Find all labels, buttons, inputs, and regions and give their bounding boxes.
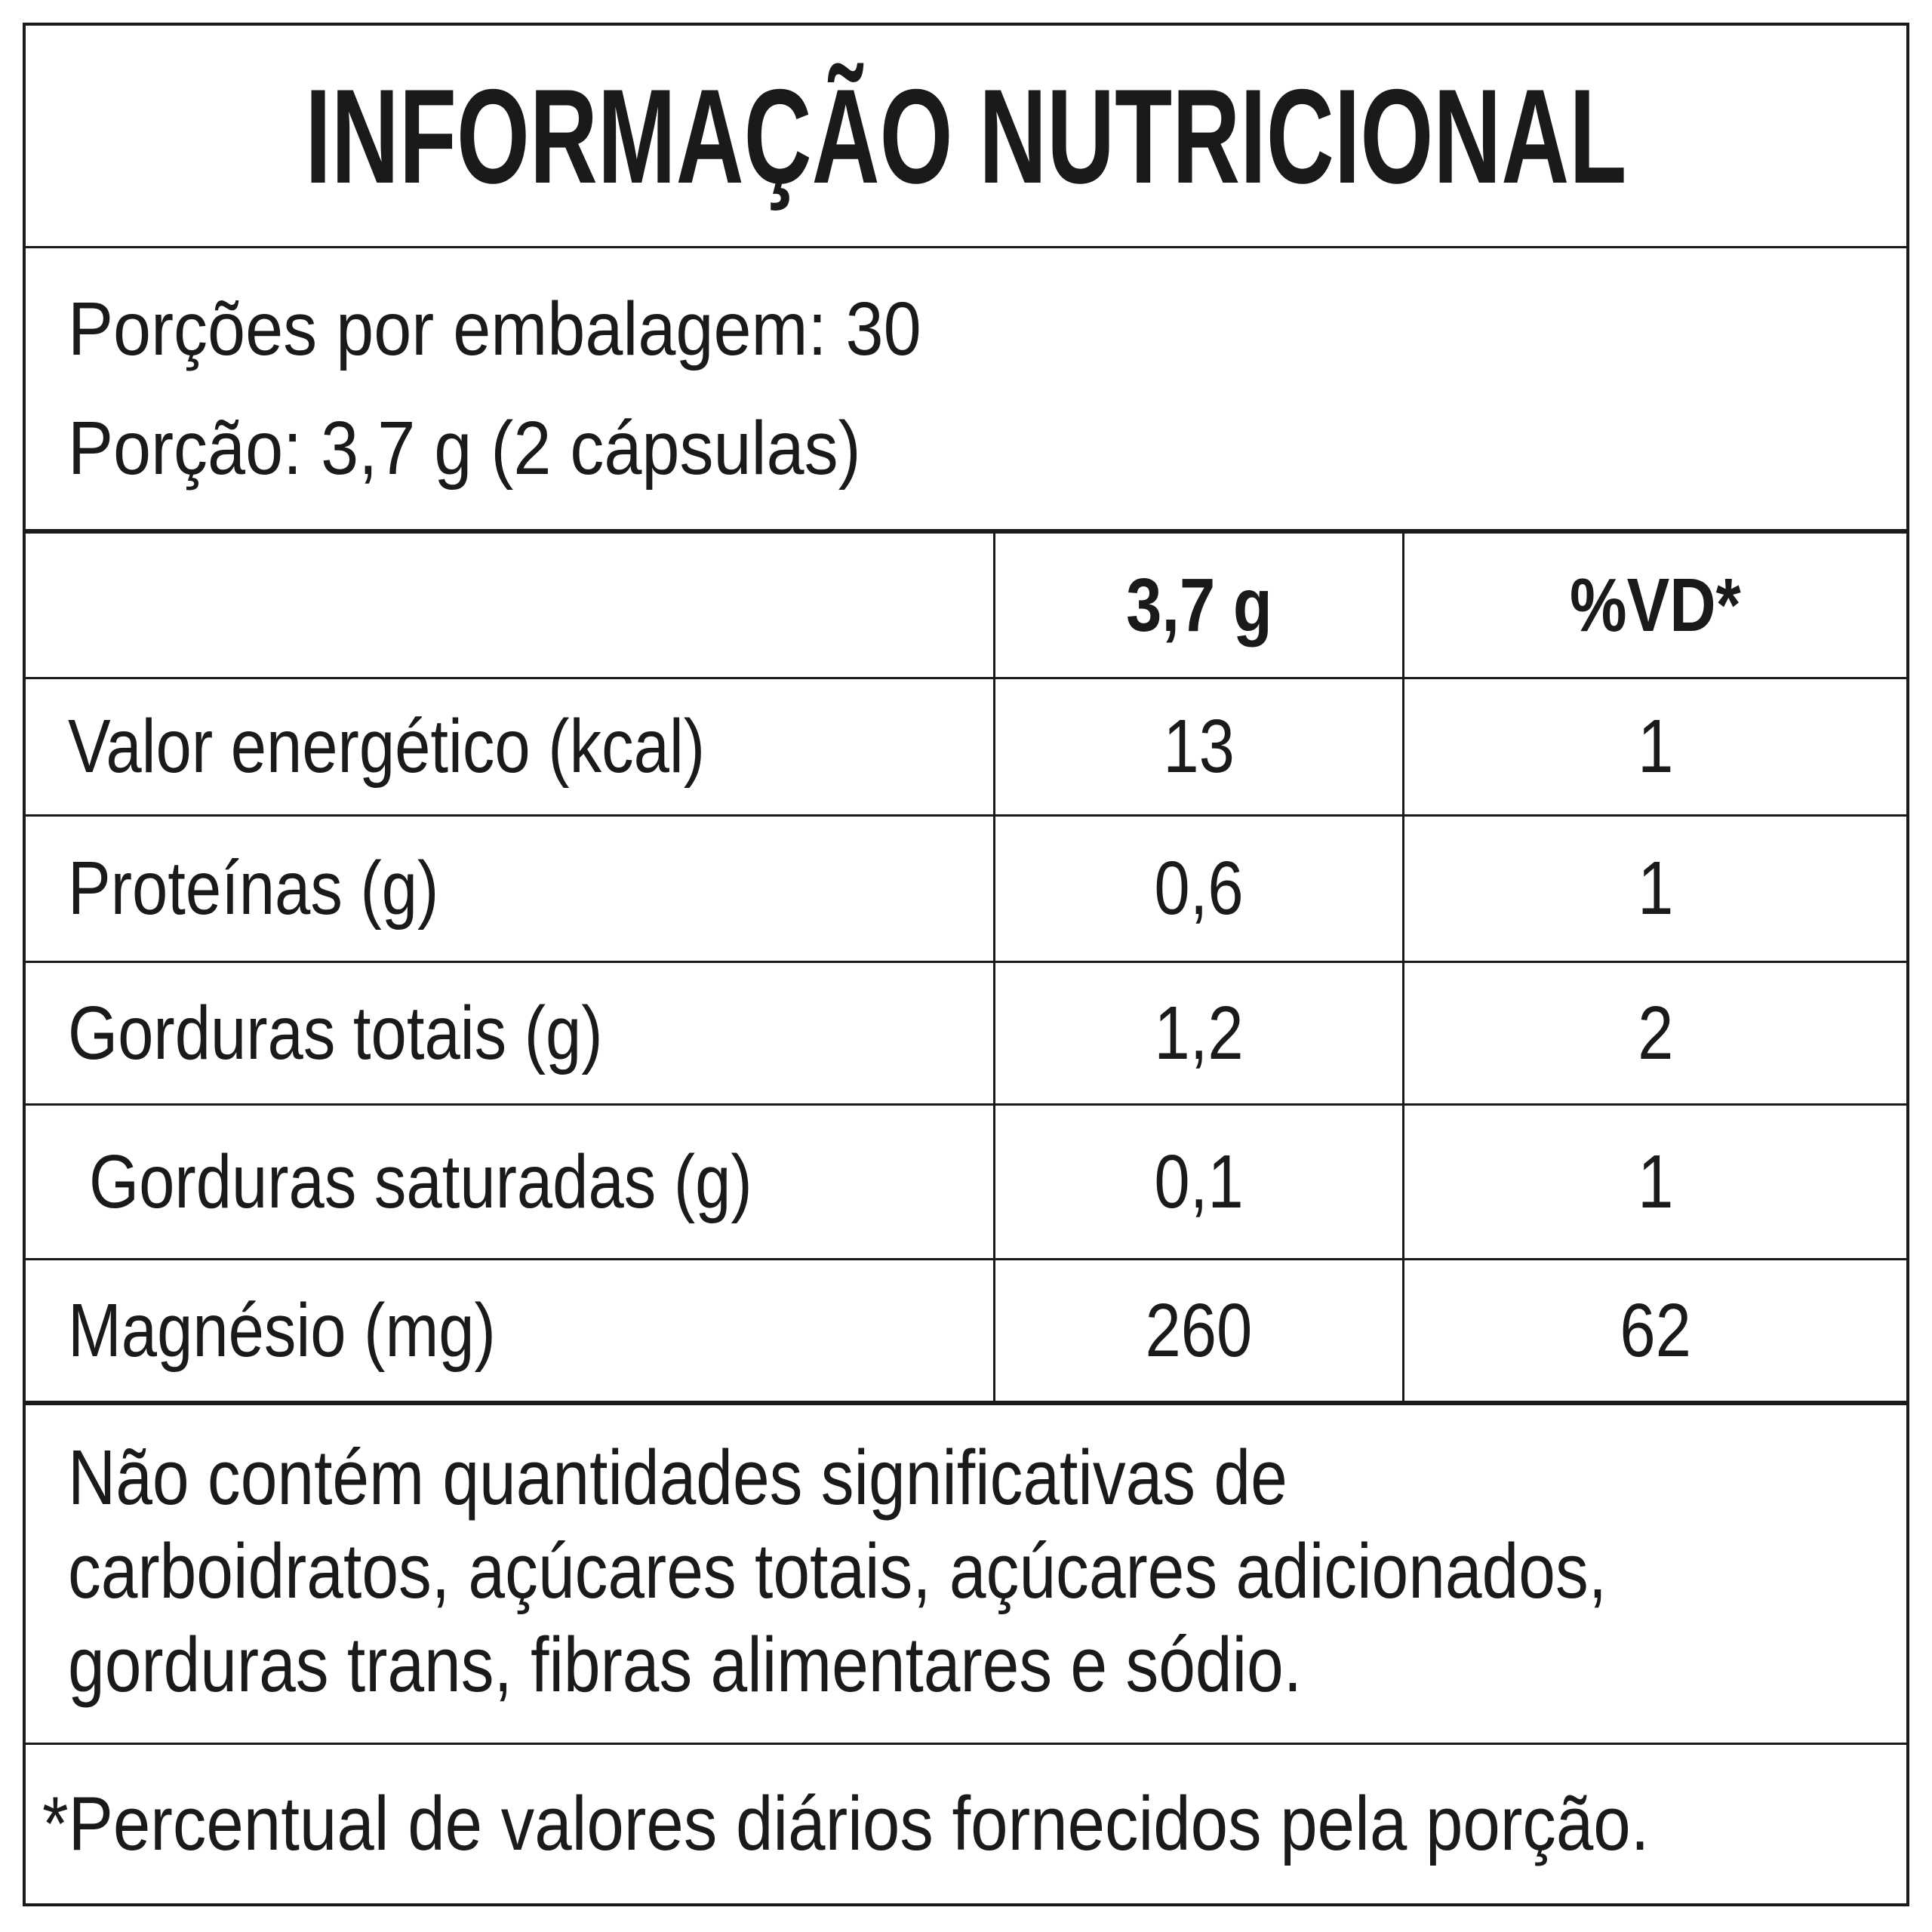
nutrient-row-label: Gorduras saturadas (g) — [26, 1103, 993, 1258]
servings-per-package: Porções por embalagem: 30 — [68, 287, 921, 371]
table-header-spacer — [26, 534, 993, 677]
insignificant-amounts-note: Não contém quantidades significativas de… — [26, 1405, 1906, 1745]
serving-size: Porção: 3,7 g (2 cápsulas) — [68, 406, 861, 491]
amount-value: 1,2 — [993, 961, 1402, 1103]
dv-column-header: %VD* — [1402, 534, 1906, 677]
label-title-band: INFORMAÇÃO NUTRICIONAL — [26, 26, 1906, 248]
nutrition-table: 3,7 g %VD* Valor energético (kcal) 13 1 … — [26, 534, 1906, 1405]
amount-value: 260 — [993, 1258, 1402, 1401]
amount-value: 13 — [993, 677, 1402, 814]
note-line: gorduras trans, fibras alimentares e sód… — [68, 1621, 1303, 1708]
amount-value: 0,6 — [993, 814, 1402, 961]
dv-value: 62 — [1402, 1258, 1906, 1401]
dv-value: 1 — [1402, 677, 1906, 814]
dv-value: 1 — [1402, 814, 1906, 961]
nutrient-row-label: Proteínas (g) — [26, 814, 993, 961]
dv-footnote: *Percentual de valores diários fornecido… — [42, 1781, 1650, 1866]
nutrient-row-label: Magnésio (mg) — [26, 1258, 993, 1401]
note-line: Não contém quantidades significativas de — [68, 1434, 1287, 1521]
nutrient-row-label: Valor energético (kcal) — [26, 677, 993, 814]
page-title: INFORMAÇÃO NUTRICIONAL — [305, 60, 1627, 211]
amount-column-header: 3,7 g — [993, 534, 1402, 677]
dv-value: 2 — [1402, 961, 1906, 1103]
amount-value: 0,1 — [993, 1103, 1402, 1258]
servings-section: Porções por embalagem: 30 Porção: 3,7 g … — [26, 248, 1906, 534]
dv-value: 1 — [1402, 1103, 1906, 1258]
nutrition-label: INFORMAÇÃO NUTRICIONAL Porções por embal… — [23, 23, 1909, 1906]
nutrient-row-label: Gorduras totais (g) — [26, 961, 993, 1103]
note-line: carboidratos, açúcares totais, açúcares … — [68, 1527, 1607, 1614]
